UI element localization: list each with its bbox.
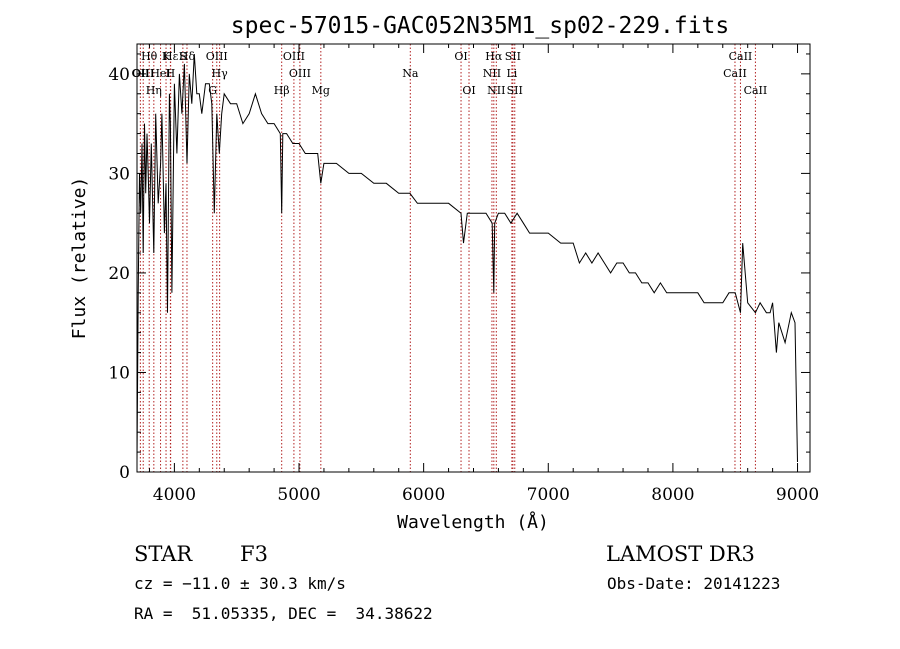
redshift-cz: cz = −11.0 ± 30.3 km/s [134,574,346,593]
spectral-line-label: K [162,50,171,63]
spectral-line-label: OIII [206,50,228,63]
x-tick-label: 7000 [527,485,570,505]
spectral-line-label: CaII [729,50,753,63]
spectral-line-label: Hα [485,50,503,63]
x-tick-label: 4000 [153,485,196,505]
y-axis-ticks: 0 10 20 30 40 [108,53,810,483]
spectral-line-label: CaII [723,67,747,80]
object-subclass: F3 [240,542,268,566]
spectral-line-label: OIII [283,50,305,63]
survey-name: LAMOST DR3 [606,542,755,566]
spectral-line-label: NII [487,84,505,97]
y-tick-label: 40 [108,65,130,85]
observation-date: Obs-Date: 20141223 [607,574,780,593]
spectral-line-label: OIII [289,67,311,80]
spectral-line-label: Hη [146,84,162,97]
y-tick-label: 0 [119,463,130,483]
spectral-line-label: Hβ [274,84,290,97]
y-tick-label: 20 [108,264,130,284]
spectral-line-label: SII [507,84,523,97]
spectral-line-label: NII [483,67,501,80]
spectral-line-label: Na [402,67,419,80]
y-tick-label: 30 [108,164,130,184]
spectral-line-label: CaII [744,84,768,97]
x-tick-label: 9000 [776,485,819,505]
spectral-line-label: HeI [150,67,170,80]
spectral-line-label: G [208,84,217,97]
x-axis-ticks: 4000 5000 6000 7000 8000 9000 [148,44,819,505]
spectral-line-label: Hθ [141,50,158,63]
spectral-line-label: OI [454,50,467,63]
spectral-line-label: OI [462,84,475,97]
spectral-line-label: SII [505,50,521,63]
spectral-line-label: Li [506,67,517,80]
object-type: STAR [134,542,193,566]
x-tick-label: 8000 [651,485,694,505]
y-tick-label: 10 [108,363,130,383]
x-tick-label: 6000 [402,485,445,505]
spectral-line-label: Hγ [212,67,229,80]
spectral-line-label: H [166,67,176,80]
x-tick-label: 5000 [277,485,320,505]
chart-title: spec-57015-GAC052N35M1_sp02-229.fits [231,13,730,39]
spectral-line-markers [139,44,756,472]
spectral-line-label: S [179,50,187,63]
spectral-line-label: Hδ [179,50,196,63]
x-axis-label: Wavelength (Å) [397,511,549,533]
flux-series-line [136,53,798,463]
spectral-line-label: Hε [163,50,179,63]
spectral-line-label: Mg [312,84,330,97]
coordinates: RA = 51.05335, DEC = 34.38622 [134,604,433,623]
y-axis-label: Flux (relative) [69,177,90,340]
